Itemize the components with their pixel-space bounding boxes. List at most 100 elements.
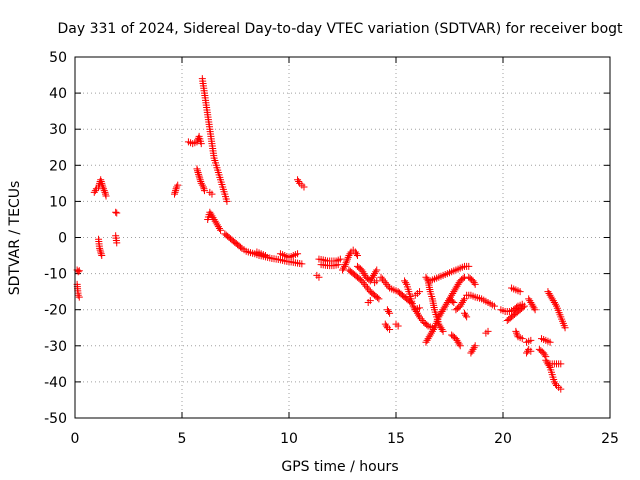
data-point: [384, 282, 392, 290]
data-point: [173, 183, 181, 191]
data-point: [435, 313, 443, 321]
data-point: [453, 336, 461, 344]
data-point: [401, 277, 409, 285]
x-tick-label: 0: [71, 431, 80, 447]
plot-frame: [74, 56, 611, 419]
x-axis-title: GPS time / hours: [281, 459, 398, 475]
data-point: [448, 297, 456, 305]
data-point: [550, 378, 558, 386]
data-point: [467, 349, 475, 357]
data-point: [520, 302, 528, 310]
data-point: [210, 215, 218, 223]
data-point: [416, 288, 424, 296]
data-point: [336, 255, 344, 263]
data-point: [217, 226, 225, 234]
data-point: [213, 221, 221, 229]
data-point: [470, 344, 478, 352]
data-point: [458, 298, 466, 306]
data-point: [469, 277, 477, 285]
data-point: [373, 294, 381, 302]
data-point: [436, 311, 444, 319]
data-point: [518, 335, 526, 343]
data-point: [368, 273, 376, 281]
data-point: [97, 250, 105, 258]
data-point: [74, 268, 82, 276]
data-point: [261, 252, 269, 260]
data-point: [547, 293, 555, 301]
data-point: [360, 270, 368, 278]
x-tick-label: 5: [178, 431, 187, 447]
data-point: [459, 274, 467, 282]
data-point: [361, 280, 369, 288]
data-point: [343, 257, 351, 265]
data-point: [294, 250, 302, 258]
data-point: [96, 244, 104, 252]
data-point: [365, 286, 373, 294]
data-point: [385, 308, 393, 316]
data-point: [75, 293, 83, 301]
data-point: [315, 273, 323, 281]
data-point: [546, 338, 554, 346]
data-point: [456, 302, 464, 310]
data-point: [363, 284, 371, 292]
data-point: [113, 239, 121, 247]
data-point: [352, 250, 360, 258]
data-point: [386, 309, 394, 317]
data-point: [98, 252, 106, 260]
data-point: [171, 188, 179, 196]
data-point: [417, 315, 425, 323]
data-point: [75, 267, 83, 275]
data-point: [416, 304, 424, 312]
data-point: [471, 342, 479, 350]
data-point: [439, 306, 447, 314]
data-point: [484, 327, 492, 335]
x-tick-label: 15: [387, 431, 405, 447]
data-point: [343, 255, 351, 263]
data-point: [362, 282, 370, 290]
data-point: [557, 385, 565, 393]
data-point: [425, 333, 433, 341]
data-point: [423, 321, 431, 329]
data-point: [469, 345, 477, 353]
data-point: [200, 187, 208, 195]
data-point: [441, 302, 449, 310]
data-point: [527, 347, 535, 355]
y-axis-title: SDTVAR / TECUs: [7, 181, 23, 296]
data-point: [394, 322, 402, 330]
data-point: [199, 183, 207, 191]
data-point: [516, 288, 524, 296]
data-point: [409, 302, 417, 310]
data-point: [459, 297, 467, 305]
data-point: [209, 214, 217, 222]
data-point: [452, 284, 460, 292]
data-point: [429, 326, 437, 334]
data-point: [462, 311, 470, 319]
data-point: [340, 264, 348, 272]
data-point: [172, 187, 180, 195]
x-tick-label: 20: [494, 431, 512, 447]
data-point: [91, 187, 99, 195]
data-point: [97, 248, 105, 256]
data-point: [171, 190, 179, 198]
data-point: [377, 273, 385, 281]
y-tick-label: 20: [49, 158, 67, 174]
data-point: [548, 295, 556, 303]
data-point: [197, 179, 205, 187]
data-point: [113, 209, 121, 217]
data-point: [382, 322, 390, 330]
data-point: [525, 295, 533, 303]
data-point: [373, 266, 381, 274]
data-point: [561, 324, 569, 332]
data-point: [427, 329, 435, 337]
data-point: [418, 317, 426, 325]
data-point: [471, 280, 479, 288]
data-point: [97, 178, 105, 186]
data-point: [450, 288, 458, 296]
data-point: [339, 266, 346, 274]
data-point: [529, 302, 537, 310]
data-point: [512, 327, 520, 335]
data-point: [523, 349, 531, 357]
data-point: [208, 212, 216, 220]
data-point: [74, 291, 82, 299]
